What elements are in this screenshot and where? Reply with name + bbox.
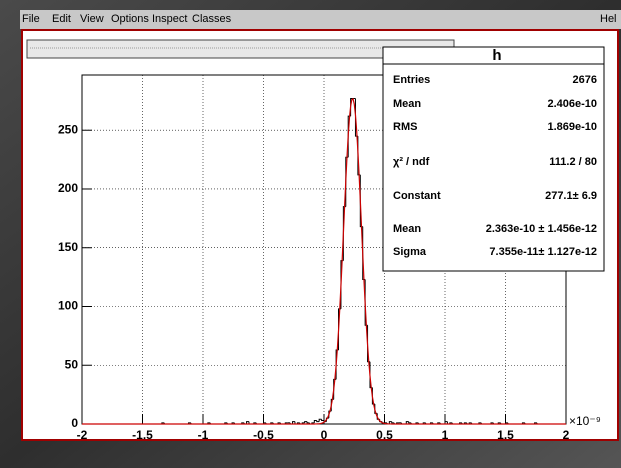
- histogram-bin: [318, 418, 322, 422]
- x-tick-label: 0: [321, 428, 328, 442]
- histogram-bin: [321, 419, 324, 421]
- menu-bar: [20, 10, 621, 29]
- stat-label: Constant: [393, 190, 441, 202]
- histogram-bin: [316, 420, 320, 423]
- x-tick-label: -2: [77, 428, 88, 442]
- histogram-bin: [246, 421, 249, 424]
- stat-value: 111.2 / 80: [549, 156, 597, 168]
- x-tick-label: -1.5: [132, 428, 153, 442]
- x-tick-label: 2: [563, 428, 570, 442]
- histogram-bin: [304, 421, 308, 423]
- stat-label: RMS: [393, 121, 417, 133]
- menu-item[interactable]: File: [22, 13, 40, 25]
- fit-curve: [82, 97, 566, 425]
- stats-title: h: [492, 47, 501, 64]
- stat-value: 277.1± 6.9: [545, 190, 597, 202]
- histogram-bin: [306, 421, 310, 424]
- y-tick-label: 200: [58, 181, 78, 195]
- y-tick-label: 50: [65, 357, 79, 371]
- y-tick-label: 0: [71, 416, 78, 430]
- x-tick-label: 0.5: [376, 428, 393, 442]
- menu-item[interactable]: View: [80, 13, 104, 25]
- y-tick-label: 100: [58, 299, 78, 313]
- histogram-bin: [408, 421, 412, 424]
- menu-item[interactable]: Inspect: [152, 13, 187, 25]
- histogram-bin: [391, 421, 395, 424]
- y-tick-label: 150: [58, 240, 78, 254]
- stat-label: Mean: [393, 223, 421, 235]
- stat-value: 2.363e-10 ± 1.456e-12: [486, 223, 597, 235]
- menu-item[interactable]: Classes: [192, 13, 232, 25]
- menu-item[interactable]: Options: [111, 13, 149, 25]
- stat-value: 2676: [573, 74, 597, 86]
- stat-value: 2.406e-10: [547, 98, 597, 110]
- stat-value: 7.355e-11± 1.127e-12: [489, 246, 597, 258]
- x-tick-label: 1.5: [497, 428, 514, 442]
- stat-label: χ² / ndf: [393, 156, 430, 168]
- ui: File Edit View Options Inspect Classes Hel Entr…: [22, 13, 617, 258]
- histogram-bin: [313, 419, 317, 423]
- menu-item[interactable]: Hel: [600, 13, 617, 25]
- stat-label: Mean: [393, 98, 421, 110]
- y-tick-label: 250: [58, 122, 78, 136]
- histogram-bin: [292, 421, 295, 424]
- histogram-bin: [388, 421, 392, 424]
- stat-value: 1.869e-10: [547, 121, 597, 133]
- menu-item[interactable]: Edit: [52, 13, 71, 25]
- stats-box: [382, 46, 605, 272]
- histogram-bin: [444, 421, 448, 424]
- x-multiplier: ×10⁻⁹: [569, 414, 601, 428]
- stat-label: Entries: [393, 74, 430, 86]
- stat-label: Sigma: [393, 246, 427, 258]
- x-tick-label: -1: [198, 428, 209, 442]
- x-tick-label: -0.5: [253, 428, 274, 442]
- histogram-bin: [405, 421, 409, 424]
- x-tick-label: 1: [442, 428, 449, 442]
